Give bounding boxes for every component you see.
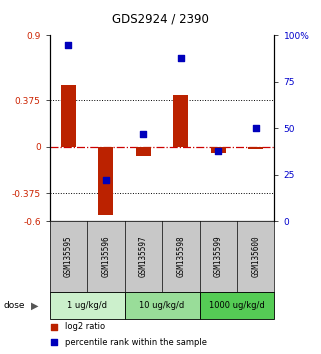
- Text: GDS2924 / 2390: GDS2924 / 2390: [112, 12, 209, 25]
- Text: GSM135600: GSM135600: [251, 236, 260, 278]
- Bar: [125, 292, 200, 319]
- Point: [52, 324, 57, 329]
- Point: [216, 148, 221, 154]
- Text: GSM135599: GSM135599: [214, 236, 223, 278]
- Text: ▶: ▶: [30, 300, 38, 310]
- Bar: [248, 147, 263, 149]
- Bar: [50, 292, 125, 319]
- Text: percentile rank within the sample: percentile rank within the sample: [65, 338, 207, 347]
- Bar: [173, 95, 188, 147]
- Text: GSM135598: GSM135598: [176, 236, 185, 278]
- Text: GSM135597: GSM135597: [139, 236, 148, 278]
- Text: log2 ratio: log2 ratio: [65, 322, 106, 331]
- Text: dose: dose: [3, 301, 25, 310]
- Point: [141, 131, 146, 137]
- Text: GSM135596: GSM135596: [101, 236, 110, 278]
- Point: [253, 125, 258, 131]
- Text: 1 ug/kg/d: 1 ug/kg/d: [67, 301, 107, 310]
- Text: 1000 ug/kg/d: 1000 ug/kg/d: [209, 301, 265, 310]
- Point: [103, 178, 108, 183]
- Point: [52, 340, 57, 346]
- Text: 10 ug/kg/d: 10 ug/kg/d: [140, 301, 185, 310]
- Bar: [211, 147, 226, 153]
- Point: [66, 42, 71, 47]
- Bar: [136, 147, 151, 156]
- Bar: [200, 292, 274, 319]
- Point: [178, 55, 183, 61]
- Text: GSM135595: GSM135595: [64, 236, 73, 278]
- Bar: [61, 85, 76, 147]
- Bar: [99, 147, 113, 215]
